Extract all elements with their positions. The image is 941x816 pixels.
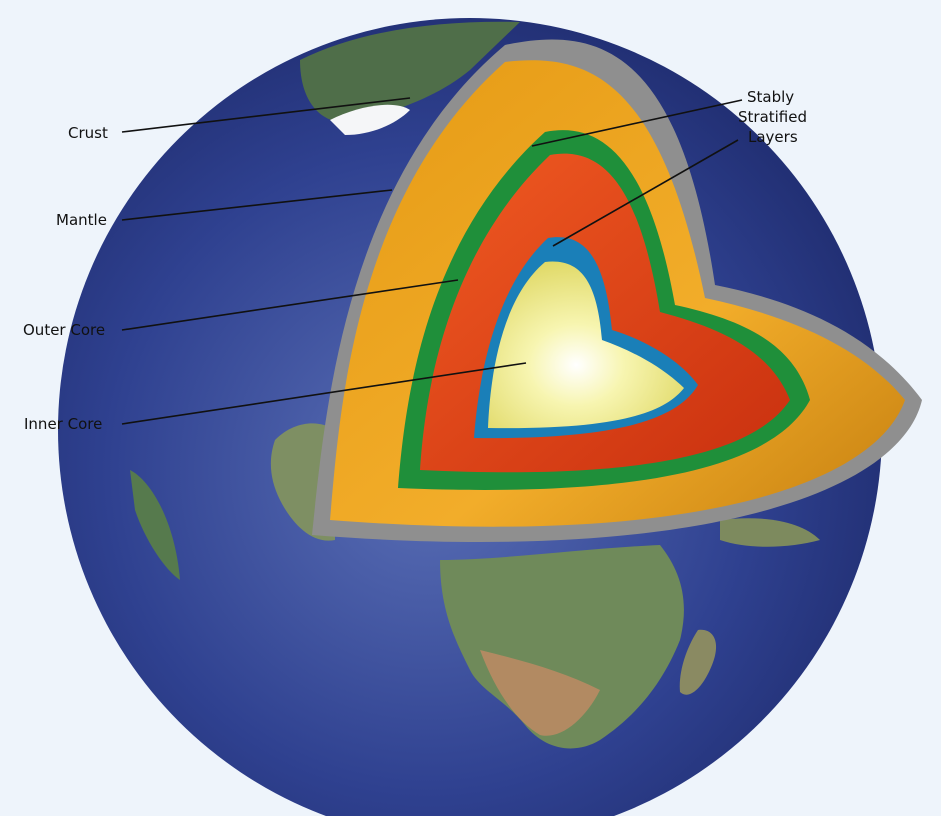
label-inner-core: Inner Core <box>24 415 102 433</box>
stratified-leader-lower <box>552 139 739 247</box>
label-stably: Stably <box>747 88 794 106</box>
stratified-leader-upper <box>531 99 743 147</box>
continent-madagascar <box>679 629 717 695</box>
label-crust: Crust <box>68 124 108 142</box>
continent-greenland <box>330 104 410 135</box>
label-mantle: Mantle <box>56 211 107 229</box>
label-stratified: Stratified <box>738 108 807 126</box>
labels: Crust Mantle Outer Core Inner Core Stabl… <box>23 88 807 433</box>
crust-leader <box>121 97 411 133</box>
continent-africa <box>440 545 684 749</box>
continent-south-america <box>130 470 180 580</box>
continents <box>130 21 820 749</box>
inner-core-leader <box>121 362 527 425</box>
cutaway <box>312 39 922 543</box>
label-outer-core: Outer Core <box>23 321 105 339</box>
continent-arabia <box>720 518 820 547</box>
outer-core-leader <box>121 279 459 331</box>
mantle-leader <box>121 189 393 221</box>
africa-desert-south <box>480 650 600 736</box>
inner-core-layer <box>488 261 684 429</box>
continent-eurasia <box>300 21 520 123</box>
label-layers: Layers <box>748 128 798 146</box>
leader-lines <box>121 97 743 425</box>
